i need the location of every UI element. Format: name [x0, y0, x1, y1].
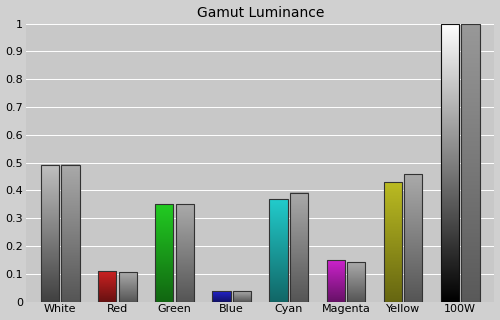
Bar — [62, 164, 80, 302]
Bar — [41, 164, 59, 302]
Bar — [404, 174, 422, 302]
Bar — [290, 193, 308, 302]
Bar — [441, 23, 459, 302]
Bar — [212, 291, 230, 302]
Bar — [384, 182, 402, 302]
Bar — [270, 199, 287, 302]
Bar — [176, 204, 194, 302]
Bar — [233, 291, 251, 302]
Bar — [98, 271, 116, 302]
Title: Gamut Luminance: Gamut Luminance — [196, 5, 324, 20]
Bar — [155, 204, 174, 302]
Bar — [118, 272, 137, 302]
Bar — [347, 262, 366, 302]
Bar — [326, 260, 345, 302]
Bar — [462, 23, 479, 302]
